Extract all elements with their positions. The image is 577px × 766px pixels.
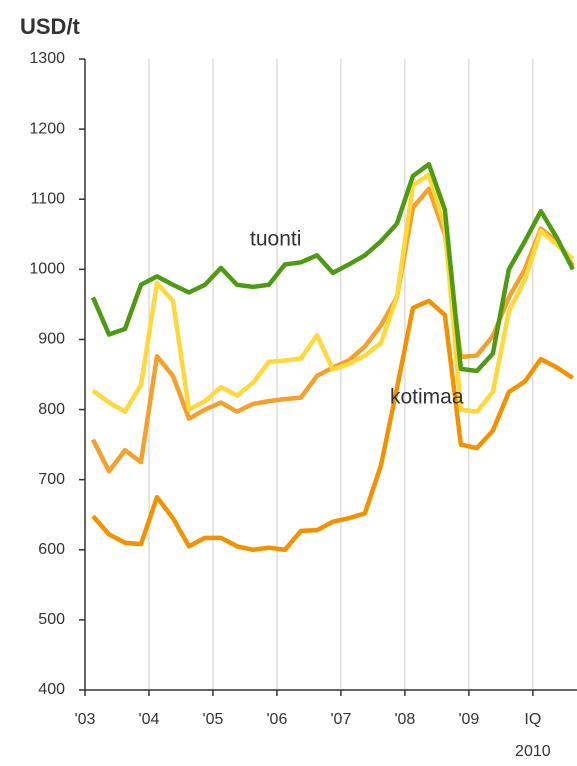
y-tick-label: 500 — [38, 611, 65, 628]
x-tick-sublabel: 2010 — [515, 743, 551, 760]
data-line — [90, 186, 575, 474]
data-line — [91, 172, 575, 414]
x-tick-label: '05 — [203, 711, 224, 728]
y-tick-label: 400 — [38, 681, 65, 698]
y-tick-label: 800 — [38, 401, 65, 418]
annotation: kotimaa — [390, 386, 464, 409]
y-tick-label: 700 — [38, 471, 65, 488]
y-tick-label: 600 — [38, 541, 65, 558]
x-tick-label: '04 — [139, 711, 160, 728]
y-tick-label: 1200 — [29, 120, 65, 137]
data-line — [91, 298, 575, 553]
x-tick-label: '09 — [458, 711, 479, 728]
x-tick-label: '06 — [267, 711, 288, 728]
x-tick-label: IQ — [524, 711, 541, 728]
y-tick-label: 900 — [38, 331, 65, 348]
x-tick-label: '08 — [394, 711, 415, 728]
y-tick-label: 1100 — [31, 190, 66, 207]
y-tick-label: 1300 — [29, 50, 65, 67]
data-line — [90, 161, 575, 374]
x-tick-label: '07 — [330, 711, 351, 728]
chart-title: USD/t — [20, 14, 81, 39]
annotation: tuonti — [250, 228, 301, 251]
y-tick-label: 1000 — [29, 261, 65, 278]
x-tick-label: '03 — [75, 711, 96, 728]
